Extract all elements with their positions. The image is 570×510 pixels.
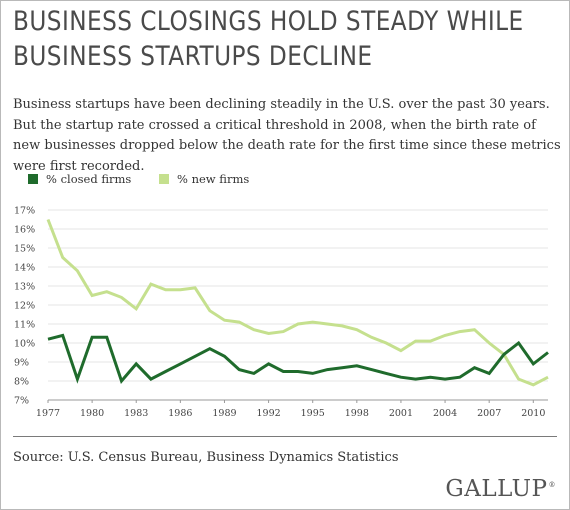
series-line-new-firms [46, 218, 549, 387]
source-note: Source: U.S. Census Bureau, Business Dyn… [13, 450, 399, 465]
x-tick-label: 1983 [124, 408, 148, 419]
series-layer [46, 218, 549, 387]
line-chart: 17% 16% 15% 14% 13% 12% 11% 10% 9% 8% 7% 1977 1980 19… [14, 206, 549, 419]
y-tick-label: 9% [14, 358, 29, 369]
logo-text: GALLUP [445, 476, 548, 502]
legend-label-closed: % closed firms [46, 172, 132, 186]
y-tick-label: 12% [14, 301, 35, 312]
x-tick-label: 1977 [36, 408, 60, 419]
y-tick-label: 10% [14, 339, 35, 350]
y-tick-label: 8% [14, 377, 29, 388]
registered-mark: ® [548, 481, 556, 490]
axis-layer: 17% 16% 15% 14% 13% 12% 11% 10% 9% 8% 7% 1977 1980 19… [14, 206, 548, 419]
x-tick-label: 1989 [212, 408, 236, 419]
x-tick-label: 1980 [80, 408, 104, 419]
series-line-closed-firms [47, 333, 549, 384]
x-tick-label: 2001 [389, 408, 413, 419]
legend-item-closed: % closed firms [28, 172, 131, 186]
y-tick-label: 11% [14, 320, 35, 331]
x-tick-label: 1986 [168, 408, 192, 419]
legend-item-new: % new firms [159, 172, 249, 186]
x-tick-label: 2004 [433, 408, 457, 419]
y-tick-label: 14% [14, 263, 35, 274]
legend-swatch-new [159, 174, 169, 184]
x-tick-label: 2007 [477, 408, 501, 419]
legend-label-new: % new firms [177, 172, 250, 186]
x-tick-label: 2010 [521, 408, 545, 419]
y-tick-label: 13% [14, 282, 35, 293]
y-tick-label: 7% [14, 396, 29, 407]
y-tick-label: 17% [14, 206, 35, 217]
chart-title: BUSINESS CLOSINGS HOLD STEADY WHILE BUSI… [13, 6, 524, 72]
x-tick-label: 1998 [345, 408, 369, 419]
y-tick-label: 15% [14, 244, 35, 255]
chart-subtitle: Business startups have been declining st… [13, 97, 561, 174]
footer-divider [13, 436, 557, 437]
y-tick-label: 16% [14, 225, 35, 236]
legend-swatch-closed [28, 174, 38, 184]
x-tick-label: 1992 [256, 408, 280, 419]
x-tick-label: 1995 [301, 408, 325, 419]
gallup-logo: GALLUP® [445, 476, 556, 502]
